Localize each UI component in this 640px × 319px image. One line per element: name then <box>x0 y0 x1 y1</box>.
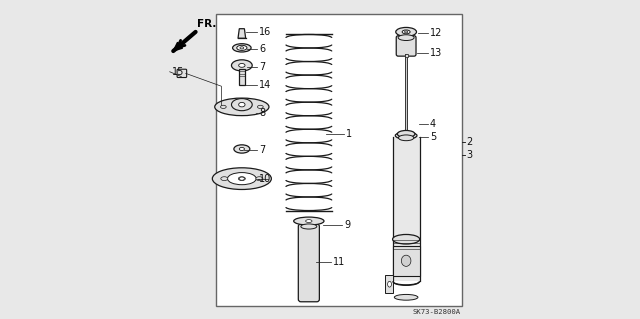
Ellipse shape <box>237 45 247 50</box>
Ellipse shape <box>234 145 250 153</box>
Text: 16: 16 <box>259 27 271 37</box>
Text: 4: 4 <box>430 119 436 130</box>
Text: 12: 12 <box>430 28 442 39</box>
Text: 15: 15 <box>172 67 184 77</box>
FancyBboxPatch shape <box>396 36 416 56</box>
Bar <box>216 14 462 306</box>
Polygon shape <box>238 29 246 38</box>
Ellipse shape <box>220 105 226 108</box>
Ellipse shape <box>232 99 252 111</box>
FancyBboxPatch shape <box>298 224 319 302</box>
Text: 6: 6 <box>259 44 266 55</box>
FancyBboxPatch shape <box>177 69 187 78</box>
Ellipse shape <box>232 44 251 52</box>
Ellipse shape <box>402 30 410 34</box>
Ellipse shape <box>215 98 269 116</box>
Ellipse shape <box>396 27 417 36</box>
Text: 2: 2 <box>467 137 473 147</box>
Ellipse shape <box>301 224 317 229</box>
Ellipse shape <box>221 177 228 181</box>
Bar <box>385 275 394 293</box>
Ellipse shape <box>239 177 244 180</box>
Text: 8: 8 <box>259 108 266 118</box>
Bar <box>393 246 420 276</box>
Text: 14: 14 <box>259 79 271 90</box>
Ellipse shape <box>392 234 420 244</box>
Bar <box>404 54 408 57</box>
Polygon shape <box>173 42 182 51</box>
Ellipse shape <box>398 35 414 41</box>
Text: 13: 13 <box>430 48 442 58</box>
Ellipse shape <box>239 147 244 151</box>
Ellipse shape <box>212 168 271 189</box>
Text: 3: 3 <box>467 150 473 160</box>
Ellipse shape <box>294 217 324 225</box>
Text: 7: 7 <box>259 145 266 155</box>
Bar <box>405 54 408 131</box>
Ellipse shape <box>399 135 414 141</box>
Ellipse shape <box>232 60 252 71</box>
Text: 1: 1 <box>346 129 351 139</box>
Text: 11: 11 <box>333 256 345 267</box>
Text: 7: 7 <box>259 62 266 72</box>
Ellipse shape <box>401 255 411 266</box>
Text: 5: 5 <box>430 132 436 142</box>
Ellipse shape <box>396 132 417 139</box>
Ellipse shape <box>227 173 256 185</box>
Ellipse shape <box>404 31 408 33</box>
Text: FR.: FR. <box>197 19 216 29</box>
Ellipse shape <box>256 177 263 181</box>
Ellipse shape <box>397 130 415 137</box>
Bar <box>393 137 420 281</box>
Ellipse shape <box>388 281 392 287</box>
Ellipse shape <box>239 63 245 67</box>
Text: 9: 9 <box>344 220 350 230</box>
Ellipse shape <box>240 47 244 49</box>
Ellipse shape <box>394 294 418 300</box>
Ellipse shape <box>257 105 263 108</box>
Text: 10: 10 <box>259 174 271 184</box>
Ellipse shape <box>238 177 245 181</box>
Bar <box>239 69 245 85</box>
Ellipse shape <box>239 102 245 107</box>
Text: SK73-B2800A: SK73-B2800A <box>413 309 461 315</box>
Ellipse shape <box>306 219 312 223</box>
